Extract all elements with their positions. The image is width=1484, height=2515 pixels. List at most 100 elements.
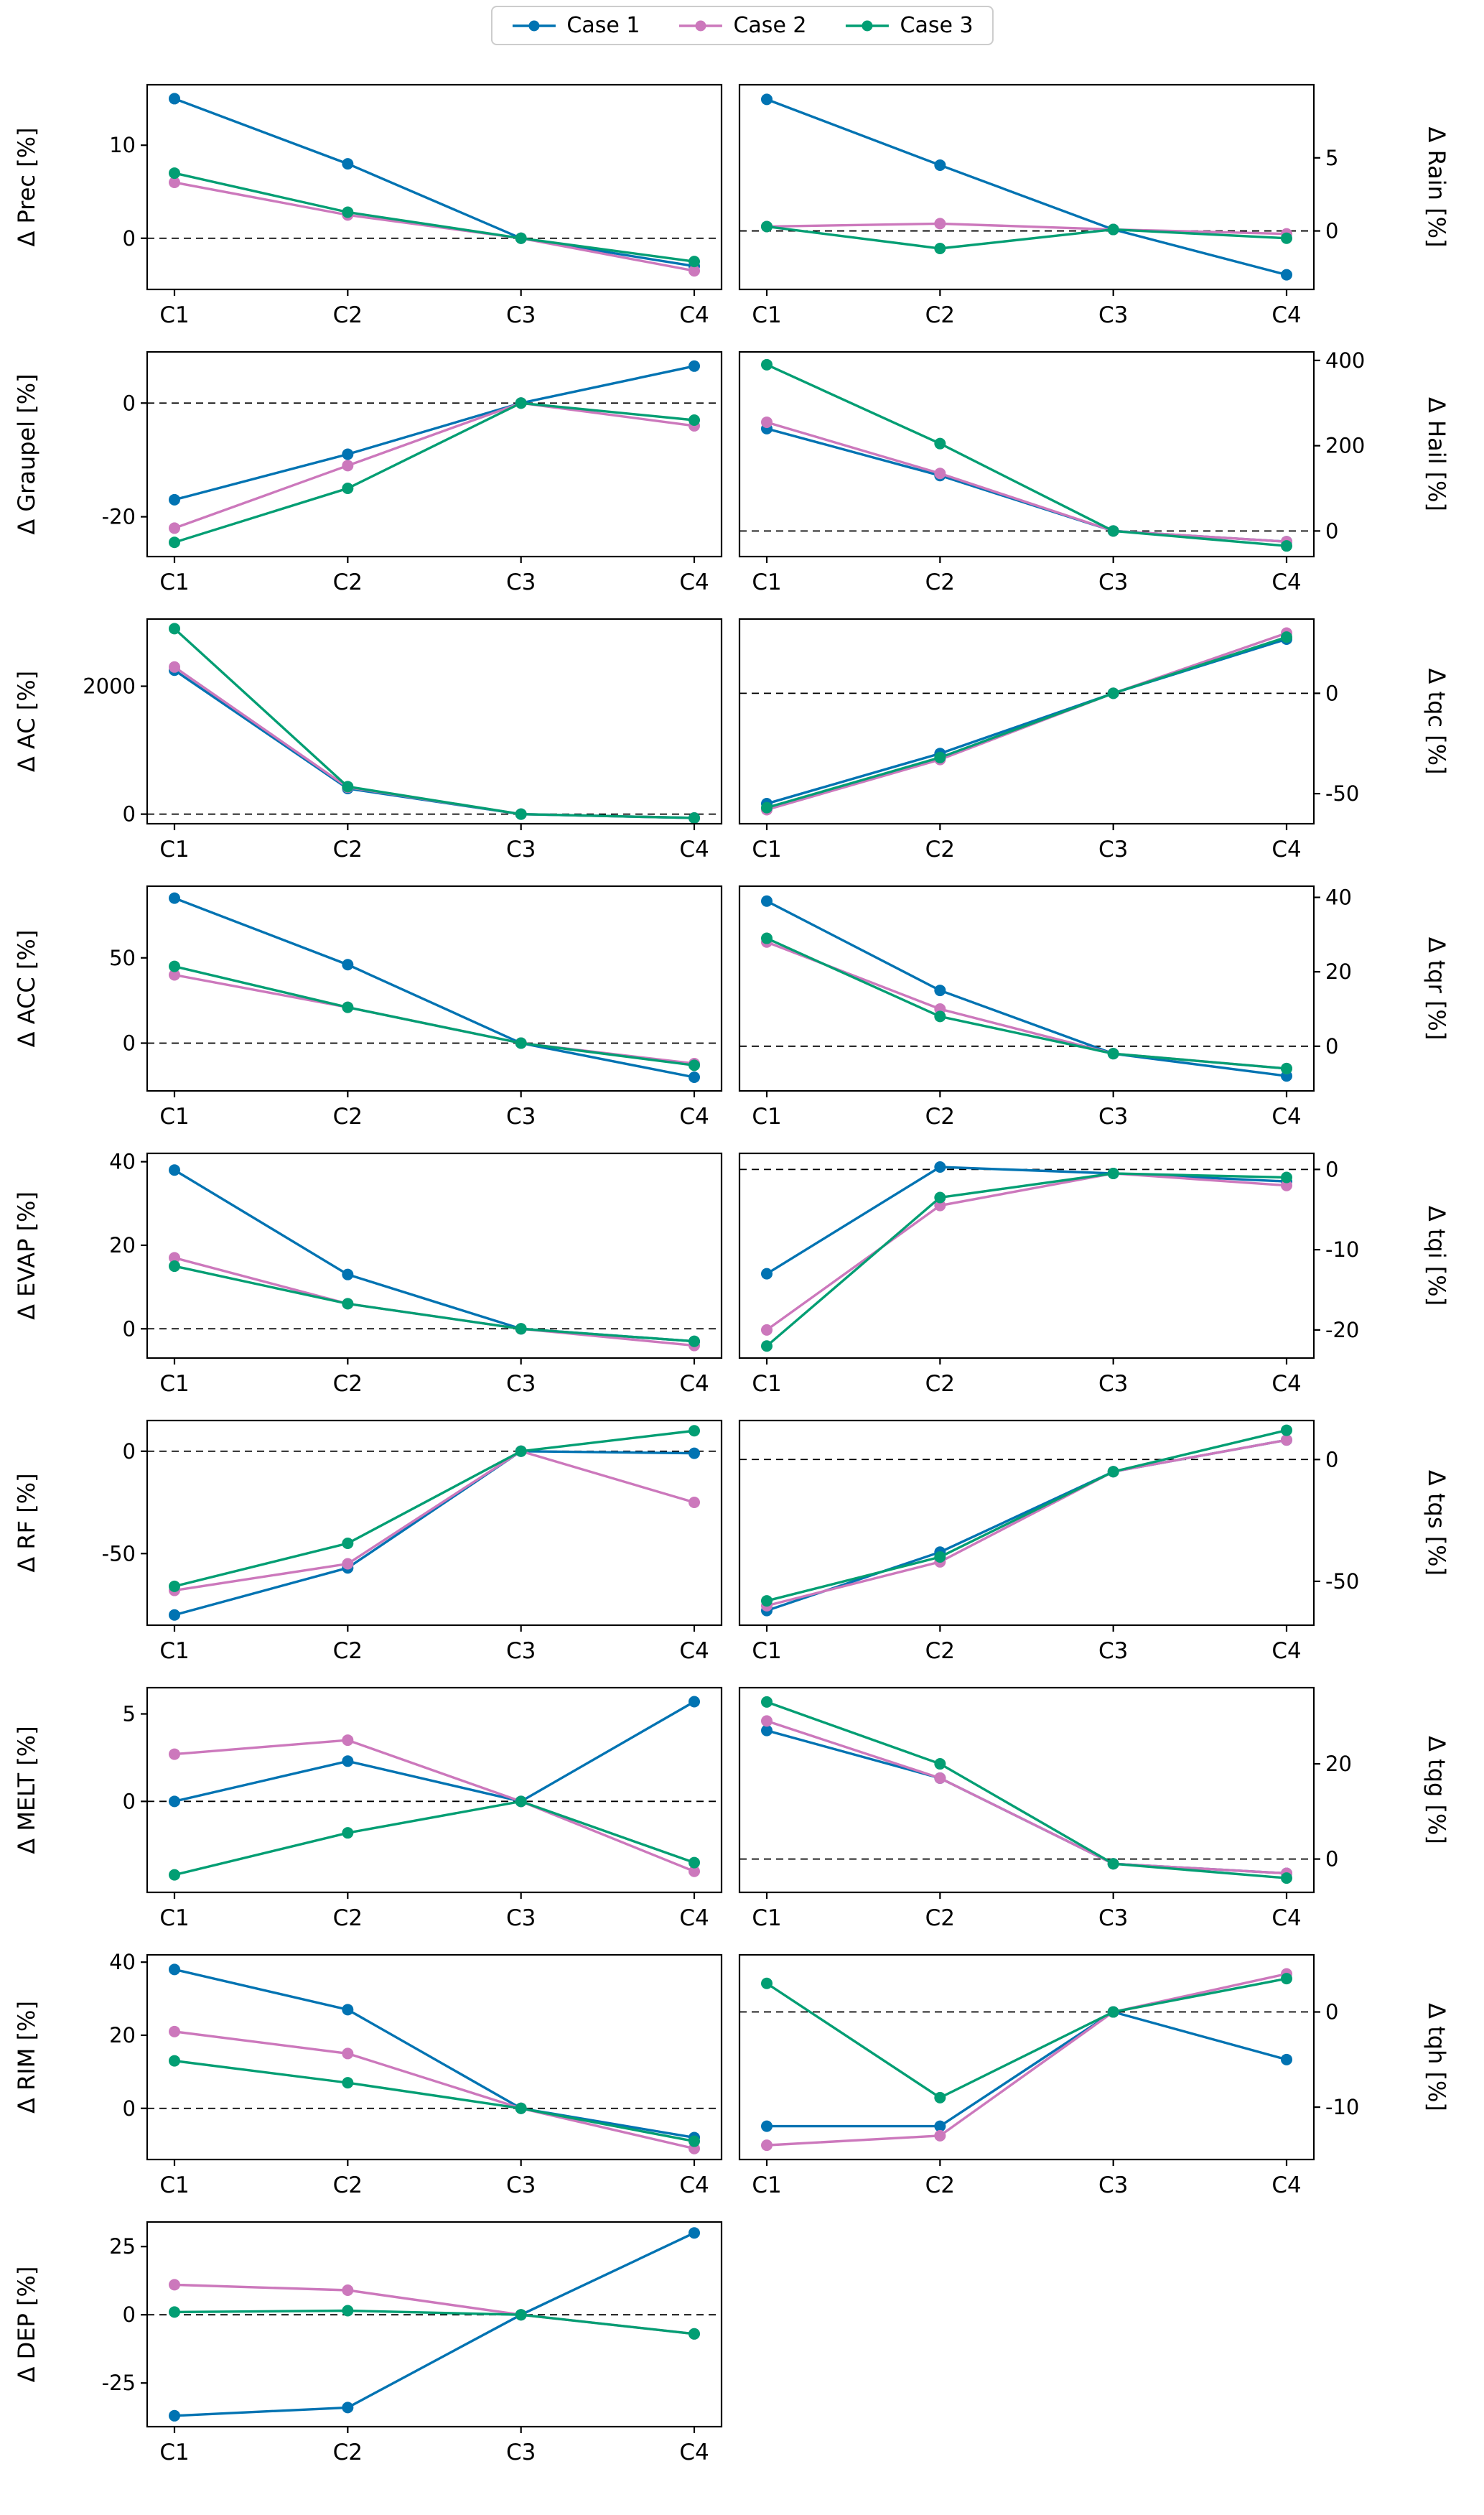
axes-frame-rim: [146, 1953, 723, 2161]
data-point-tqg-case-2-C2: [934, 1772, 946, 1784]
x-tick-label-rain-C4: C4: [1271, 302, 1301, 328]
axes-frame-tqs: [738, 1419, 1315, 1627]
axes-frame-tqr: [738, 885, 1315, 1092]
data-point-tqi-case-2-C2: [934, 1199, 946, 1212]
y-tick-label-ac: 2000: [83, 674, 136, 699]
data-point-acc-case-3-C1: [169, 960, 180, 972]
legend-label-case-1: Case 1: [566, 13, 640, 38]
series-line-rim-case-1: [174, 1968, 695, 2139]
series-line-tqr-case-1: [766, 900, 1287, 1077]
series-line-prec-case-3: [174, 172, 695, 263]
x-tick-label-evap-C1: C1: [159, 1371, 189, 1397]
x-tick-label-dep-C4: C4: [679, 2440, 709, 2465]
x-tick-label-rim-C2: C2: [333, 2172, 363, 2198]
x-tick-label-dep-C2: C2: [333, 2440, 363, 2465]
data-point-tqr-case-3-C2: [934, 1010, 946, 1023]
y-tick-label-tqc: -50: [1325, 781, 1359, 806]
data-point-prec-case-3-C4: [689, 256, 700, 268]
data-point-tqh-case-2-C1: [761, 2139, 773, 2152]
data-point-ac-case-3-C1: [169, 623, 180, 635]
panel-rain: 0 5 C1 C2 C3 C4 Δ Rain [%]: [738, 83, 1450, 328]
data-point-melt-case-3-C1: [169, 1869, 180, 1881]
data-point-tqr-case-1-C2: [934, 985, 946, 997]
panel-tqc: -50 0 C1 C2 C3 C4 Δ tqc [%]: [738, 618, 1450, 863]
data-point-melt-case-3-C3: [515, 1795, 527, 1808]
x-tick-label-acc-C4: C4: [679, 1104, 709, 1130]
y-tick-label-tqs: -50: [1325, 1569, 1359, 1594]
data-point-graupel-case-1-C2: [342, 448, 354, 460]
y-axis-label-acc: Δ ACC [%]: [13, 930, 40, 1048]
data-point-rain-case-3-C4: [1281, 232, 1292, 244]
data-point-tqg-case-3-C3: [1107, 1858, 1119, 1870]
series-line-tqh-case-3: [766, 1977, 1287, 2099]
data-point-acc-case-2-C1: [169, 969, 180, 981]
y-tick-label-evap: 20: [109, 1233, 136, 1258]
x-tick-label-prec-C4: C4: [679, 302, 709, 328]
data-point-rim-case-3-C4: [689, 2135, 700, 2147]
data-point-dep-case-2-C1: [169, 2279, 180, 2291]
y-tick-label-hail: 0: [1325, 519, 1338, 543]
series-line-rain-case-2: [766, 222, 1287, 236]
x-tick-label-dep-C1: C1: [159, 2440, 189, 2465]
data-point-tqs-case-3-C2: [934, 1551, 946, 1563]
panel-tqi: -20 -10 0 C1 C2 C3 C4 Δ tqi [%]: [738, 1152, 1450, 1397]
panel-prec: 0 10 C1 C2 C3 C4 Δ Prec [%]: [13, 83, 723, 328]
axes-frame-hail: [738, 350, 1315, 558]
y-tick-label-hail: 400: [1325, 348, 1365, 373]
y-axis-label-melt: Δ MELT [%]: [13, 1726, 40, 1854]
series-line-tqg-case-2: [766, 1719, 1287, 1875]
x-tick-label-prec-C1: C1: [159, 302, 189, 328]
data-point-evap-case-2-C1: [169, 1252, 180, 1264]
data-point-tqi-case-2-C1: [761, 1324, 773, 1336]
x-tick-label-hail-C4: C4: [1271, 570, 1301, 595]
panel-ac: 0 2000 C1 C2 C3 C4 Δ AC [%]: [13, 618, 723, 863]
y-tick-label-tqr: 0: [1325, 1034, 1338, 1059]
series-line-tqh-case-2: [766, 1972, 1287, 2147]
axes-frame-evap: [146, 1152, 723, 1359]
data-point-evap-case-3-C4: [689, 1335, 700, 1347]
x-tick-label-tqi-C2: C2: [925, 1371, 955, 1397]
data-point-tqs-case-2-C4: [1281, 1434, 1292, 1446]
data-point-rain-case-3-C3: [1107, 223, 1119, 236]
data-point-tqs-case-3-C3: [1107, 1466, 1119, 1478]
axes-frame-graupel: [146, 350, 723, 558]
series-line-ac-case-1: [174, 669, 695, 819]
x-tick-label-tqh-C3: C3: [1098, 2172, 1128, 2198]
axes-frame-tqg: [738, 1686, 1315, 1894]
x-tick-label-prec-C3: C3: [506, 302, 536, 328]
series-line-tqh-case-1: [767, 2010, 1287, 2128]
data-point-hail-case-3-C2: [934, 437, 946, 450]
series-line-graupel-case-1: [174, 365, 695, 501]
x-tick-label-tqg-C1: C1: [752, 1905, 781, 1931]
y-tick-label-acc: 50: [109, 946, 136, 970]
data-point-melt-case-2-C2: [342, 1734, 354, 1747]
data-point-tqh-case-3-C3: [1107, 2006, 1119, 2018]
x-tick-label-graupel-C4: C4: [679, 570, 709, 595]
data-point-rain-case-3-C1: [761, 220, 773, 233]
x-tick-label-tqh-C2: C2: [925, 2172, 955, 2198]
x-tick-label-acc-C1: C1: [159, 1104, 189, 1130]
axes-frame-tqi: [738, 1152, 1315, 1359]
data-point-rain-case-1-C4: [1281, 269, 1292, 281]
data-point-rim-case-1-C2: [342, 2004, 354, 2016]
data-point-rain-case-1-C1: [761, 93, 773, 106]
data-point-graupel-case-1-C4: [689, 360, 700, 372]
y-axis-label-rf: Δ RF [%]: [13, 1473, 40, 1572]
y-axis-label-prec: Δ Prec [%]: [13, 127, 40, 246]
data-point-tqc-case-3-C3: [1107, 687, 1119, 699]
y-tick-label-tqh: 0: [1325, 2000, 1338, 2024]
y-tick-label-tqg: 20: [1325, 1752, 1352, 1776]
x-tick-label-evap-C3: C3: [506, 1371, 536, 1397]
data-point-rf-case-2-C2: [342, 1558, 354, 1570]
x-tick-label-acc-C3: C3: [506, 1104, 536, 1130]
y-axis-label-tqi: Δ tqi [%]: [1423, 1206, 1450, 1306]
x-tick-label-tqc-C4: C4: [1271, 837, 1301, 863]
data-point-rain-case-3-C2: [934, 243, 946, 254]
legend-line-icon: [678, 20, 722, 31]
data-point-tqr-case-3-C3: [1107, 1048, 1119, 1060]
data-point-ac-case-3-C4: [689, 812, 700, 824]
series-line-rim-case-2: [174, 2030, 695, 2150]
x-tick-label-evap-C2: C2: [333, 1371, 363, 1397]
data-point-tqi-case-3-C2: [934, 1191, 946, 1204]
